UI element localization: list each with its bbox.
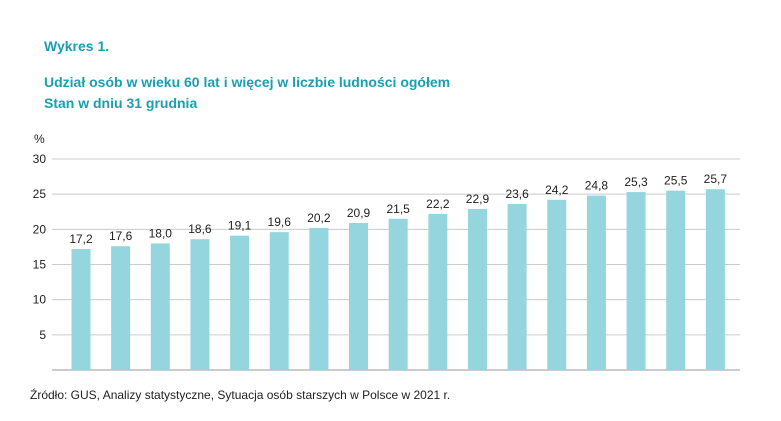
bar-value-label: 25,3	[624, 175, 648, 189]
bar-value-label: 17,6	[109, 229, 133, 243]
bar	[111, 246, 131, 370]
y-tick-label: 30	[33, 152, 47, 166]
bar	[71, 249, 91, 370]
bar-value-label: 25,5	[664, 174, 688, 188]
bar	[547, 199, 567, 370]
bar-value-label: 24,8	[585, 179, 609, 193]
bar	[428, 213, 448, 370]
bar	[586, 195, 606, 370]
bar	[190, 239, 210, 370]
figure-label: Wykres 1.	[44, 38, 110, 54]
bar	[626, 192, 646, 370]
y-tick-label: 5	[39, 328, 46, 342]
bar-value-label: 19,6	[268, 215, 292, 229]
bar-value-label: 20,2	[307, 211, 331, 225]
bar-value-label: 24,2	[545, 183, 569, 197]
chart-title: Udział osób w wieku 60 lat i więcej w li…	[44, 74, 451, 90]
bar	[230, 235, 250, 370]
bar-value-label: 18,0	[149, 226, 173, 240]
bar-value-label: 18,6	[188, 222, 212, 236]
bar-value-label: 22,2	[426, 197, 450, 211]
bar-value-label: 22,9	[466, 192, 490, 206]
chart-subtitle: Stan w dniu 31 grudnia	[44, 95, 198, 111]
bar	[269, 232, 289, 370]
bar	[507, 204, 527, 370]
bar-value-label: 25,7	[704, 172, 728, 186]
y-tick-label: 10	[33, 293, 47, 307]
bar-value-label: 23,6	[505, 187, 529, 201]
bar	[467, 208, 487, 370]
y-axis-unit-label: %	[34, 132, 45, 146]
bar-value-label: 20,9	[347, 206, 371, 220]
bar	[666, 190, 686, 370]
source-note: Źródło: GUS, Analizy statystyczne, Sytua…	[30, 388, 451, 402]
y-tick-label: 20	[33, 222, 47, 236]
y-tick-label: 15	[33, 258, 47, 272]
bar	[388, 218, 408, 370]
bar-value-label: 21,5	[386, 202, 410, 216]
bar	[309, 227, 329, 370]
bar	[705, 189, 725, 370]
bar-value-label: 17,2	[69, 232, 93, 246]
bar	[349, 223, 369, 370]
bar	[150, 243, 170, 370]
y-tick-label: 25	[33, 187, 47, 201]
bar-value-label: 19,1	[228, 219, 252, 233]
